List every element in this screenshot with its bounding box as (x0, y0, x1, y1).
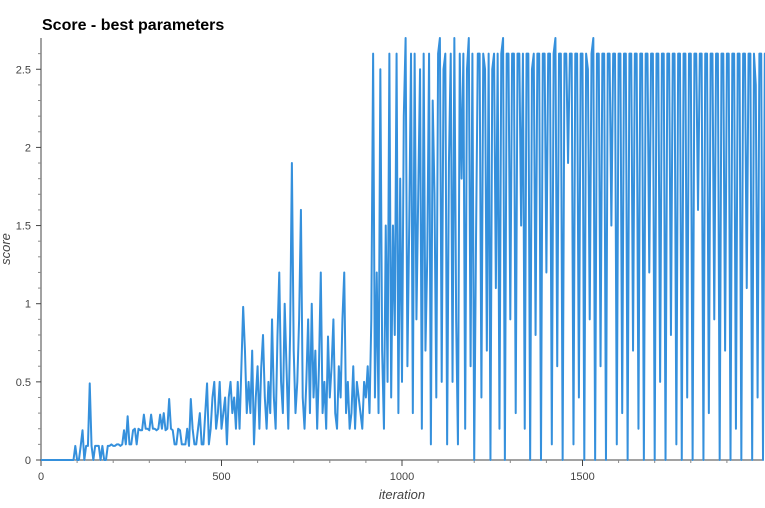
y-tick-label: 1 (25, 299, 31, 311)
y-axis-ticks: 0 0.5 1 1.5 2 2.5 (16, 53, 41, 467)
x-tick-label: 1500 (570, 471, 594, 483)
score-series-line (41, 37, 765, 461)
y-tick-label: 0 (25, 455, 31, 467)
x-axis-label: iteration (379, 487, 425, 502)
y-tick-label: 0.5 (16, 377, 31, 389)
y-tick-label: 2.5 (16, 64, 31, 76)
x-tick-label: 1000 (390, 471, 414, 483)
y-tick-label: 2 (25, 142, 31, 154)
x-tick-label: 500 (212, 471, 230, 483)
x-axis-ticks: 0 500 1000 1500 (38, 460, 728, 483)
y-tick-label: 1.5 (16, 221, 31, 233)
chart-title: Score - best parameters (42, 17, 224, 34)
x-tick-label: 0 (38, 471, 44, 483)
y-axis-label: score (0, 233, 13, 265)
